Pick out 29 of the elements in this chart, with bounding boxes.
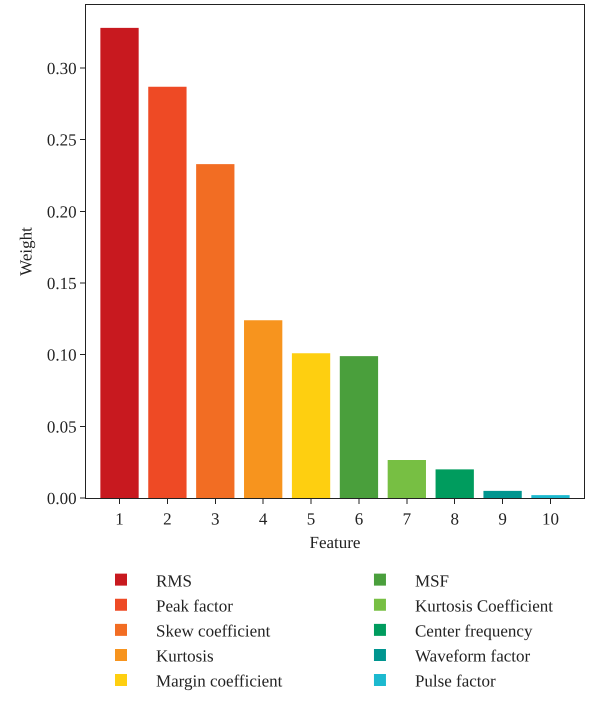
legend-label: Center frequency	[414, 621, 533, 640]
y-tick-label: 0.15	[46, 274, 77, 293]
x-axis-title: Feature	[310, 532, 360, 552]
legend-label: MSF	[414, 571, 449, 590]
x-tick-label: 7	[402, 509, 412, 528]
legend-label: Skew coefficient	[156, 621, 271, 640]
y-tick-label: 0.20	[46, 202, 77, 222]
x-tick-label: 9	[498, 509, 507, 528]
legend-label: Waveform factor	[414, 646, 531, 666]
x-tick-label: 1	[115, 509, 124, 528]
y-tick-label: 0.05	[46, 417, 77, 436]
x-tick-label: 8	[450, 509, 459, 528]
y-tick-label: 0.00	[46, 488, 77, 508]
x-tick-label: 4	[258, 509, 268, 528]
y-tick-label: 0.30	[46, 59, 77, 78]
legend-label: Margin coefficient	[156, 672, 283, 691]
legend-label: Kurtosis	[156, 646, 214, 666]
legend-label: Kurtosis Coefficient	[414, 596, 554, 616]
x-tick-label: 10	[542, 509, 559, 528]
x-tick-label: 3	[211, 509, 220, 528]
x-tick-label: 5	[306, 509, 316, 528]
y-axis-title: Weight	[16, 226, 36, 276]
x-tick-label: 2	[163, 509, 172, 528]
x-tick-label: 6	[354, 509, 364, 528]
y-tick-label: 0.25	[46, 130, 77, 150]
legend-label: RMS	[156, 571, 192, 590]
y-tick-label: 0.10	[46, 346, 77, 365]
legend-label: Peak factor	[156, 596, 234, 616]
legend-label: Pulse factor	[414, 672, 496, 691]
